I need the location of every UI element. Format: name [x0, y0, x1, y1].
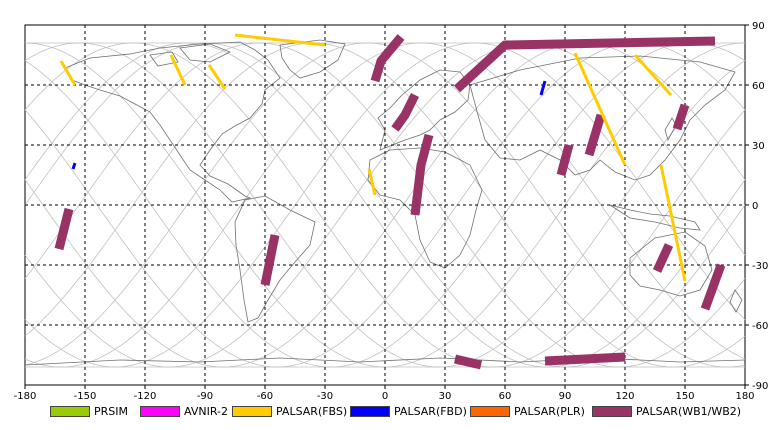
x-tick-label: 180 — [735, 391, 754, 400]
y-tick-label: 90 — [752, 21, 765, 32]
legend-item: AVNIR-2 — [140, 403, 228, 419]
swath-palsar-fbs — [659, 164, 687, 282]
coast-south-america — [234, 195, 316, 323]
legend-item: PALSAR(WB1/WB2) — [592, 403, 741, 419]
legend-label: PALSAR(FBD) — [394, 404, 467, 418]
legend-label: PRSIM — [94, 404, 128, 418]
swath-palsar-fbs — [169, 54, 187, 86]
legend-label: PALSAR(FBS) — [276, 404, 348, 418]
swath-palsar-wb1-wb2 — [584, 113, 606, 157]
swath-palsar-fbs — [573, 52, 627, 166]
legend-item: PALSAR(FBD) — [350, 403, 467, 419]
x-tick-label: -90 — [197, 391, 213, 400]
swath-palsar-wb1-wb2 — [410, 133, 434, 216]
y-tick-label: 30 — [752, 141, 765, 152]
swath-palsar-wb1-wb2 — [652, 243, 674, 273]
swath-palsar-wb1-wb2 — [453, 354, 483, 370]
swath-palsar-wb1-wb2 — [672, 103, 690, 131]
legend-swatch — [592, 405, 632, 417]
legend: PRSIM AVNIR-2 PALSAR(FBS) PALSAR(FBD) PALSAR… — [0, 400, 770, 424]
y-tick-label: -60 — [752, 321, 768, 332]
swath-palsar-wb1-wb2 — [544, 352, 626, 366]
coast-indonesia — [609, 204, 701, 231]
swath-palsar-fbs — [633, 53, 673, 97]
x-tick-label: -120 — [134, 391, 157, 400]
swath-palsar-wb1-wb2 — [54, 207, 74, 251]
x-tick-label: 120 — [615, 391, 634, 400]
coast-north-america — [64, 41, 281, 203]
legend-swatch — [140, 405, 180, 417]
swath-palsar-fbs — [234, 33, 326, 47]
x-tick-label: 0 — [382, 391, 388, 400]
legend-swatch — [50, 405, 90, 417]
x-tick-label: -150 — [74, 391, 97, 400]
swath-palsar-wb1-wb2 — [260, 234, 280, 286]
legend-item: PRSIM — [50, 403, 128, 419]
legend-label: PALSAR(PLR) — [514, 404, 585, 418]
legend-label: PALSAR(WB1/WB2) — [636, 404, 742, 418]
swath-palsar-wb1-wb2 — [391, 92, 420, 132]
coast-antarctica — [24, 357, 746, 366]
legend-item: PALSAR(PLR) — [470, 403, 585, 419]
swath-palsar-fbs — [59, 60, 77, 86]
swath-palsar-fbd — [539, 80, 547, 96]
x-tick-label: -60 — [257, 391, 273, 400]
y-tick-label: 0 — [752, 201, 758, 212]
lat-lon-grid — [25, 25, 745, 385]
swath-palsar-fbs — [207, 64, 227, 90]
swath-palsar-wb1-wb2 — [700, 263, 726, 311]
swath-palsar-wb1-wb2 — [556, 143, 574, 177]
coast-new-zealand — [729, 289, 743, 313]
x-tick-label: 30 — [439, 391, 452, 400]
coverage-map: -180 -150 -120 -90 -60 -30 0 30 60 90 120 150 180 90 6… — [14, 21, 769, 400]
x-tick-label: 150 — [675, 391, 694, 400]
legend-label: AVNIR-2 — [184, 404, 228, 418]
coast-greenland — [279, 39, 346, 79]
legend-swatch — [350, 405, 390, 417]
swath-palsar-wb1-wb2 — [453, 36, 716, 93]
x-tick-label: -180 — [14, 391, 37, 400]
axis-ticks: -180 -150 -120 -90 -60 -30 0 30 60 90 120 150 180 90 6… — [14, 21, 769, 400]
x-tick-label: -30 — [317, 391, 333, 400]
legend-swatch — [232, 405, 272, 417]
legend-swatch — [470, 405, 510, 417]
swath-palsar-wb1-wb2 — [370, 34, 405, 83]
x-tick-label: 60 — [499, 391, 512, 400]
y-tick-label: -30 — [752, 261, 768, 272]
coast-asia — [469, 55, 736, 181]
swath-palsar-fbd — [71, 162, 77, 170]
legend-item: PALSAR(FBS) — [232, 403, 347, 419]
x-tick-label: 90 — [559, 391, 572, 400]
y-tick-label: 60 — [752, 81, 765, 92]
coast-africa — [367, 147, 483, 269]
swath-layer — [54, 33, 726, 370]
swath-palsar-fbs — [367, 168, 377, 196]
y-tick-label: -90 — [752, 381, 768, 392]
